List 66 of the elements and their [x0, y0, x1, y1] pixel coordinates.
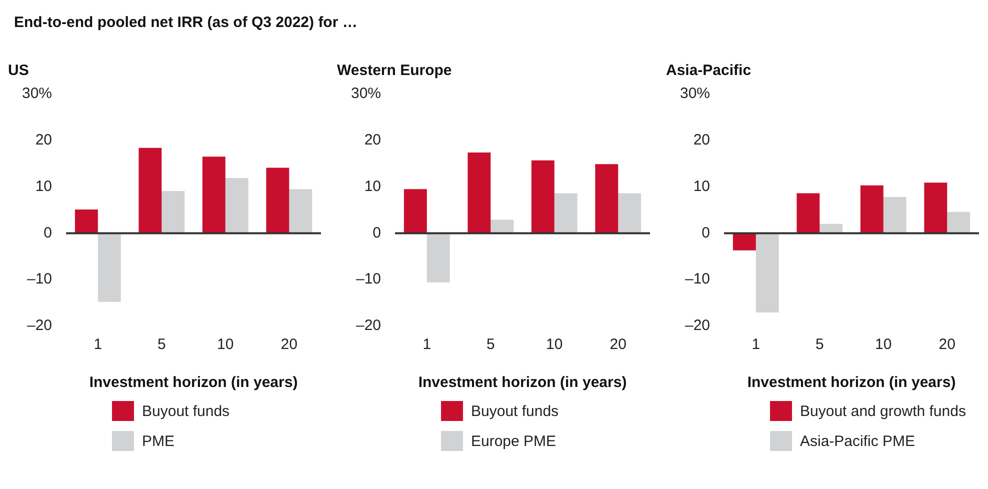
bar — [924, 182, 948, 234]
bar — [796, 193, 820, 234]
bar — [618, 193, 642, 234]
legend-label: PME — [142, 432, 175, 450]
x-tick-label: 10 — [875, 336, 892, 354]
chart-title: Western Europe — [337, 62, 452, 80]
bar — [162, 190, 185, 234]
y-tick-label: 30% — [350, 85, 382, 102]
x-tick-label: 20 — [610, 336, 626, 354]
y-tick-label: 10 — [693, 178, 710, 195]
y-tick-label: –10 — [26, 270, 52, 288]
legend-label: Europe PME — [471, 432, 556, 450]
legend-label: Asia-Pacific PME — [800, 432, 916, 450]
y-tick-label: 20 — [364, 132, 382, 149]
bar — [289, 189, 312, 234]
bar — [732, 233, 756, 250]
y-tick-label: 0 — [702, 224, 710, 242]
bar — [266, 168, 290, 234]
y-tick-label: 20 — [693, 132, 710, 149]
x-tick-label: 10 — [546, 336, 563, 354]
y-tick-label: 30% — [680, 85, 710, 102]
y-tick-label: –20 — [356, 317, 382, 334]
bar — [490, 220, 514, 234]
x-tick-label: 1 — [422, 336, 432, 354]
bar — [531, 160, 554, 234]
bar — [860, 185, 884, 234]
bar — [225, 178, 248, 234]
bar — [138, 148, 162, 234]
x-tick-label: 1 — [752, 336, 760, 354]
x-axis-title: Investment horizon (in years) — [418, 374, 627, 392]
bar — [426, 233, 450, 282]
chart-title: US — [8, 62, 29, 80]
y-tick-label: –20 — [684, 317, 710, 334]
y-tick-label: 0 — [372, 224, 382, 242]
bar — [554, 193, 578, 234]
y-tick-label: –10 — [356, 270, 382, 288]
bar — [202, 156, 226, 234]
bar — [595, 164, 618, 234]
x-tick-label: 1 — [94, 336, 102, 354]
y-tick-label: 0 — [44, 224, 52, 242]
bar — [468, 152, 491, 234]
legend-label: Buyout funds — [142, 402, 230, 420]
x-tick-label: 10 — [217, 336, 234, 354]
x-axis-title: Investment horizon (in years) — [89, 374, 298, 392]
bar — [947, 212, 970, 234]
bar — [74, 210, 98, 234]
y-tick-label: –10 — [684, 270, 710, 288]
y-tick-label: –20 — [26, 317, 52, 334]
chart-title: Asia-Pacific — [666, 62, 752, 80]
y-tick-label: 20 — [35, 132, 52, 149]
y-tick-label: 30% — [22, 85, 52, 102]
x-tick-label: 5 — [815, 336, 824, 354]
y-tick-label: 10 — [35, 178, 52, 195]
bar — [756, 233, 779, 313]
legend-label: Buyout funds — [471, 402, 559, 420]
x-tick-label: 5 — [157, 336, 166, 354]
text: End-to-end pooled net IRR (as of Q3 2022) for … — [13, 13, 358, 33]
x-tick-label: 20 — [938, 336, 956, 354]
bar — [883, 197, 906, 234]
bar — [404, 189, 427, 234]
legend-label: Buyout and growth funds — [800, 402, 966, 420]
x-axis-title: Investment horizon (in years) — [747, 374, 956, 392]
x-tick-label: 20 — [280, 336, 298, 354]
x-tick-label: 5 — [486, 336, 495, 354]
y-tick-label: 10 — [364, 178, 382, 195]
bar — [98, 233, 121, 302]
